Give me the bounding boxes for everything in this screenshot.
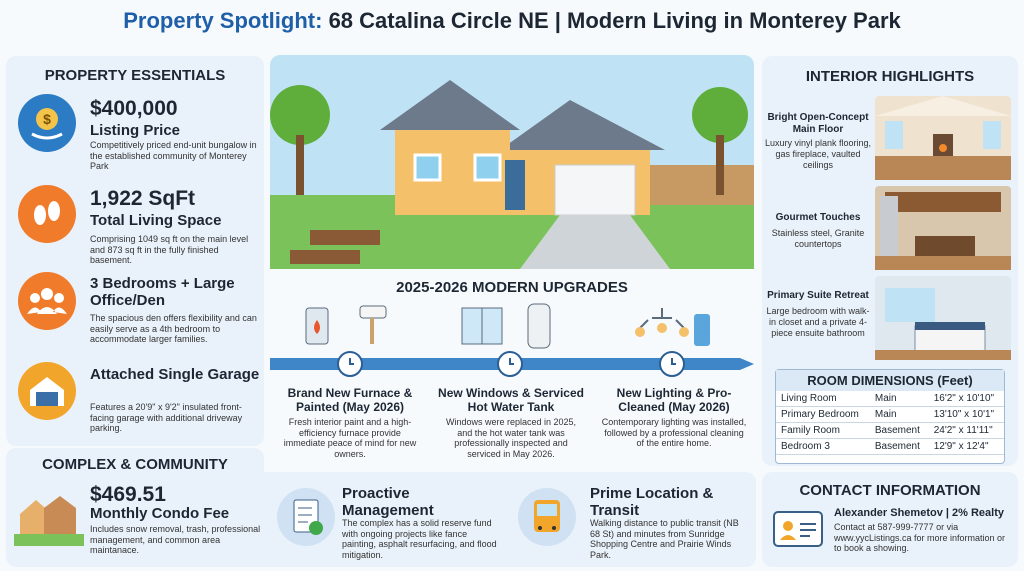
title-lead: Property Spotlight: (123, 8, 323, 33)
room-cell: Living Room (776, 391, 870, 407)
contact-name: Alexander Shemetov | 2% Realty (834, 507, 1004, 519)
upgrade-title: New Windows & Serviced Hot Water Tank (438, 386, 584, 414)
community-text: The complex has a solid reserve fund wit… (342, 518, 497, 560)
icon-contact (773, 511, 823, 547)
room-cell: Bedroom 3 (776, 438, 870, 455)
rooms-table: Living Room Main 16'2" x 10'10" Primary Bed… (776, 391, 1004, 455)
essential-label: Attached Single Garage (90, 366, 260, 383)
interior-title: Bright Open-Concept Main Floor (767, 112, 869, 135)
contact-heading: CONTACT INFORMATION (799, 482, 981, 499)
upgrade-text: Contemporary lighting was installed, fol… (601, 417, 747, 448)
room-cell: 16'2" x 10'10" (928, 391, 1004, 407)
upgrade-text: Windows were replaced in 2025, and the h… (445, 417, 577, 459)
rooms-box: ROOM DIMENSIONS (Feet) Living Room Main 16… (775, 369, 1005, 464)
essential-value: 1,922 SqFt (90, 187, 196, 210)
community-tab (6, 448, 264, 482)
community-label: Prime Location & Transit (590, 485, 714, 519)
icon-people (18, 272, 76, 330)
interior-title: Primary Suite Retreat (767, 290, 869, 301)
community-text: Walking distance to public transit (NB 6… (590, 518, 739, 560)
contact-text: Contact at 587-999-7777 or via www.yycLi… (834, 522, 1006, 553)
icon-checklist (277, 488, 335, 546)
community-text: Includes snow removal, trash, profession… (90, 524, 261, 555)
room-row: Bedroom 3 Basement 12'9" x 12'4" (776, 438, 1004, 455)
icon-footprints (18, 185, 76, 243)
icon-bus (518, 488, 576, 546)
room-cell: Main (869, 406, 929, 423)
room-cell: Primary Bedroom (776, 406, 870, 423)
interior-title: Gourmet Touches (775, 212, 861, 223)
essential-text: Features a 20'9" x 9'2" insulated front-… (90, 402, 243, 433)
icon (534, 500, 560, 532)
house-illustration (270, 55, 754, 269)
icon-community (14, 496, 84, 546)
interior-text: Luxury vinyl plank flooring, gas firepla… (764, 138, 872, 170)
essential-text: The spacious den offers flexibility and … (90, 313, 257, 344)
icon (30, 377, 64, 406)
upgrades-timeline (270, 303, 754, 377)
essentials-heading: PROPERTY ESSENTIALS (44, 67, 226, 84)
rooms-heading: ROOM DIMENSIONS (Feet) (776, 370, 1004, 391)
interior-text: Large bedroom with walk-in closet and a … (766, 306, 870, 338)
essential-label: 3 Bedrooms + Large Office/Den (90, 275, 235, 309)
community-panel (6, 472, 756, 567)
room-row: Family Room Basement 24'2" x 11'11" (776, 422, 1004, 439)
community-heading: COMPLEX & COMMUNITY (42, 456, 228, 473)
room-cell: 13'10" x 10'1" (928, 406, 1004, 423)
upgrade-text: Fresh interior paint and a high-efficien… (283, 417, 417, 459)
essential-text: Comprising 1049 sq ft on the main level … (90, 234, 249, 265)
icon (293, 499, 323, 535)
interior-photos (875, 96, 1011, 360)
room-cell: Basement (869, 438, 929, 455)
icon (27, 288, 67, 314)
room-cell: Family Room (776, 422, 870, 439)
room-cell: Main (869, 391, 929, 407)
icon (34, 201, 60, 225)
community-value: $469.51 (90, 483, 166, 506)
essential-text: Competitively priced end-unit bungalow i… (90, 140, 257, 171)
upgrades-heading: 2025-2026 MODERN UPGRADES (396, 279, 628, 296)
essential-value: $400,000 (90, 97, 178, 120)
interior-text: Stainless steel, Granite countertops (771, 228, 865, 249)
room-cell: 12'9" x 12'4" (928, 438, 1004, 455)
room-row: Living Room Main 16'2" x 10'10" (776, 391, 1004, 407)
essential-label: Total Living Space (90, 212, 222, 229)
upgrade-title: New Lighting & Pro-Cleaned (May 2026) (616, 386, 732, 414)
room-cell: Basement (869, 422, 929, 439)
essential-label: Listing Price (90, 122, 181, 139)
room-row: Primary Bedroom Main 13'10" x 10'1" (776, 406, 1004, 423)
icon-price: $ (18, 94, 76, 152)
title-rest: 68 Catalina Circle NE | Modern Living in… (328, 8, 901, 33)
svg-text:$: $ (43, 111, 51, 127)
interior-heading: INTERIOR HIGHLIGHTS (805, 68, 975, 85)
icon: $ (31, 108, 63, 140)
room-cell: 24'2" x 11'11" (928, 422, 1004, 439)
icon-garage (18, 362, 76, 420)
title: Property Spotlight: 68 Catalina Circle N… (0, 8, 1024, 34)
upgrade-title: Brand New Furnace & Painted (May 2026) (287, 386, 413, 414)
community-label: Monthly Condo Fee (90, 505, 230, 522)
community-label: Proactive Management (342, 485, 434, 519)
